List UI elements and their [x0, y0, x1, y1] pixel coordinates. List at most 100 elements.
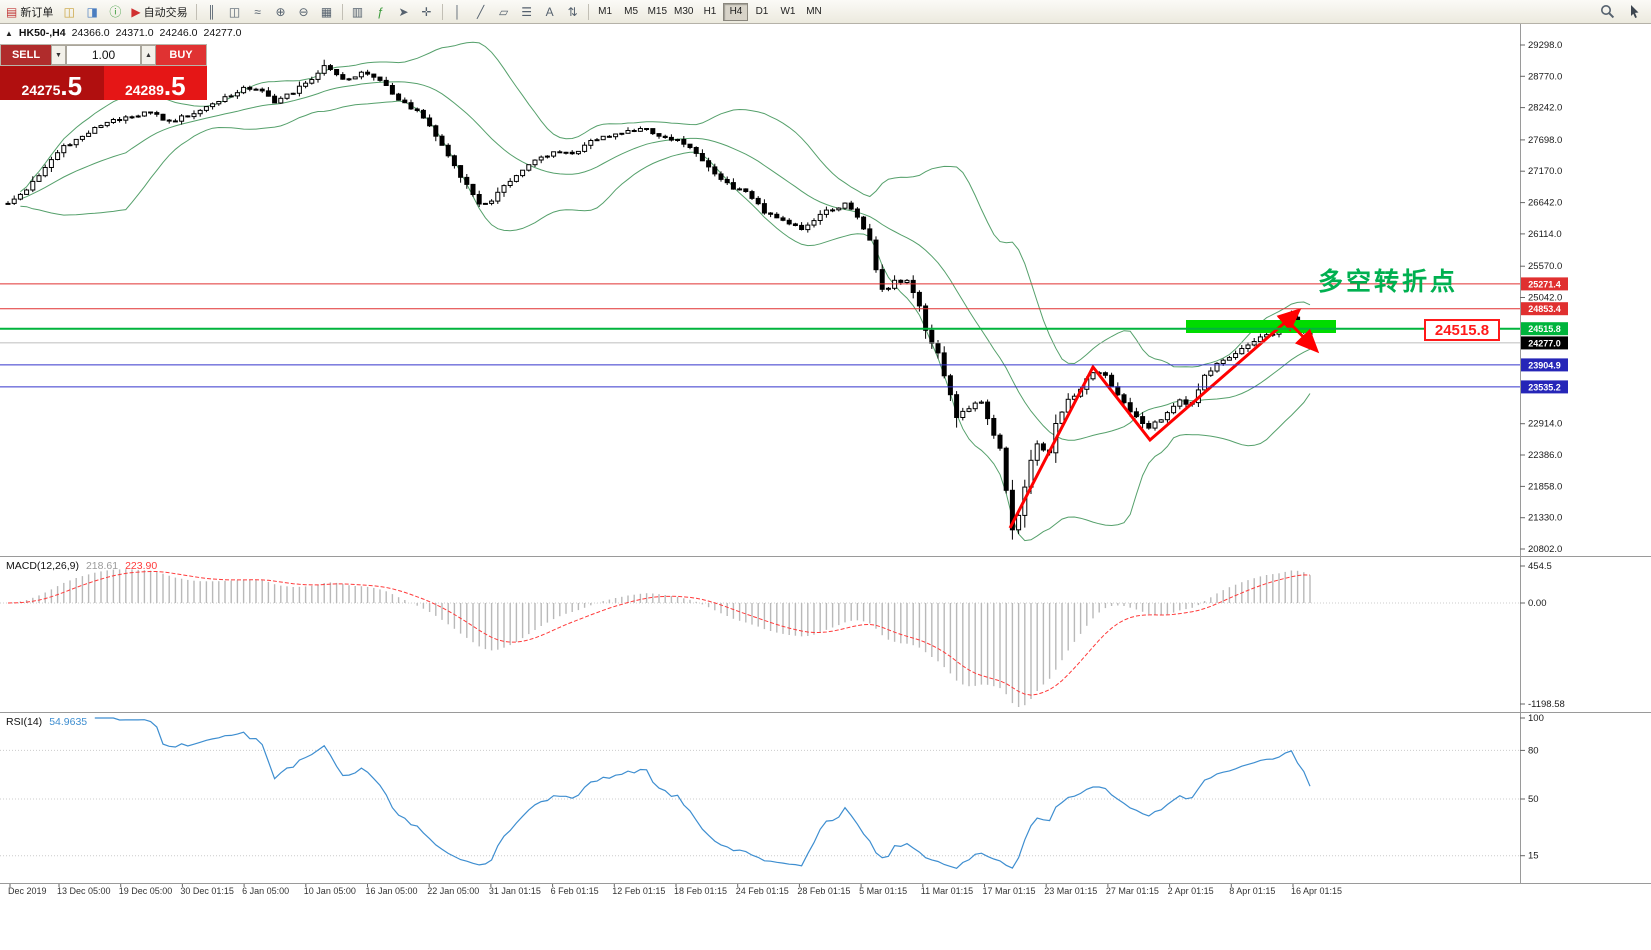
- vertical-line-icon: │: [453, 4, 462, 19]
- svg-text:26114.0: 26114.0: [1528, 229, 1562, 240]
- timeframe-h1-button[interactable]: H1: [697, 3, 722, 21]
- macd-indicator-label: MACD(12,26,9) 218.61 223.90: [6, 560, 157, 572]
- svg-text:454.5: 454.5: [1528, 561, 1552, 572]
- svg-text:6 Jan 05:00: 6 Jan 05:00: [242, 886, 289, 896]
- timeframe-toolbar: M1 M5 M15 M30 H1 H4 D1 W1 MN: [593, 2, 827, 21]
- svg-text:6 Feb 01:15: 6 Feb 01:15: [551, 886, 599, 896]
- sell-price-pips: .5: [60, 70, 83, 101]
- new-order-label: 新订单: [20, 6, 54, 19]
- rsi-indicator-label: RSI(14) 54.9635: [6, 716, 87, 728]
- trendline-button[interactable]: ╱: [470, 2, 492, 22]
- svg-text:22914.0: 22914.0: [1528, 419, 1562, 430]
- bar-chart-icon: ║: [207, 4, 216, 19]
- svg-text:Dec 2019: Dec 2019: [8, 886, 47, 896]
- timeframe-w1-button[interactable]: W1: [775, 3, 800, 21]
- timeframe-h4-button[interactable]: H4: [723, 2, 749, 21]
- chart-window-button[interactable]: ◫: [58, 2, 80, 22]
- collapse-panel-icon[interactable]: ▲: [5, 28, 13, 38]
- bar-chart-button[interactable]: ║: [201, 2, 223, 22]
- macd-name: MACD(12,26,9): [6, 560, 79, 572]
- text-label-button[interactable]: A: [539, 2, 561, 22]
- svg-text:80: 80: [1528, 745, 1539, 756]
- svg-text:31 Jan 01:15: 31 Jan 01:15: [489, 886, 541, 896]
- svg-text:-1198.58: -1198.58: [1528, 699, 1565, 710]
- text-label-icon: A: [545, 4, 554, 19]
- svg-text:27698.0: 27698.0: [1528, 135, 1562, 146]
- indicators-button[interactable]: ƒ: [370, 2, 392, 22]
- toolbar-right: [1596, 2, 1649, 22]
- data-window-button[interactable]: ⓘ: [104, 2, 126, 22]
- pointer-button[interactable]: [1623, 2, 1645, 22]
- crosshair-button[interactable]: ✛: [416, 2, 438, 22]
- fibonacci-button[interactable]: ☰: [516, 2, 538, 22]
- timeframe-m1-button[interactable]: M1: [593, 3, 618, 21]
- svg-text:19 Dec 05:00: 19 Dec 05:00: [119, 886, 173, 896]
- buy-button[interactable]: BUY: [156, 45, 206, 65]
- timeframe-d1-button[interactable]: D1: [749, 3, 774, 21]
- volume-input[interactable]: [66, 45, 141, 65]
- ohlc-high: 24371.0: [115, 27, 154, 39]
- buy-price-pips: .5: [163, 70, 186, 101]
- svg-text:28770.0: 28770.0: [1528, 71, 1562, 82]
- sell-price-button[interactable]: 24275.5: [0, 66, 104, 100]
- volume-down-button[interactable]: ▼: [51, 45, 66, 65]
- price-callout-box[interactable]: 24515.8: [1424, 319, 1500, 341]
- new-chart-button[interactable]: ▥: [347, 2, 369, 22]
- sep3: [441, 3, 443, 20]
- zoom-out-button[interactable]: ⊖: [293, 2, 315, 22]
- svg-text:25271.4: 25271.4: [1528, 279, 1561, 289]
- candlestick-chart-button[interactable]: ◫: [224, 2, 246, 22]
- timeframe-m15-button[interactable]: M15: [645, 3, 670, 21]
- cursor-icon: ➤: [398, 4, 409, 19]
- auto-trading-button[interactable]: ▶ 自动交易: [127, 2, 191, 22]
- svg-text:50: 50: [1528, 794, 1539, 805]
- svg-text:26642.0: 26642.0: [1528, 198, 1562, 209]
- arrows-tool-button[interactable]: ⇅: [562, 2, 584, 22]
- svg-text:16 Apr 01:15: 16 Apr 01:15: [1291, 886, 1342, 896]
- svg-text:28242.0: 28242.0: [1528, 103, 1562, 114]
- ohlc-open: 24366.0: [71, 27, 110, 39]
- svg-text:23535.2: 23535.2: [1528, 382, 1561, 392]
- svg-text:23 Mar 01:15: 23 Mar 01:15: [1044, 886, 1097, 896]
- arrows-tool-icon: ⇅: [567, 4, 578, 19]
- svg-text:27170.0: 27170.0: [1528, 166, 1562, 177]
- trade-controls-row: SELL ▼ ▲ BUY: [0, 44, 207, 66]
- timeframe-m30-button[interactable]: M30: [671, 3, 696, 21]
- trendline-icon: ╱: [476, 4, 485, 19]
- new-order-icon: ▤: [6, 4, 18, 19]
- ohlc-low: 24246.0: [159, 27, 198, 39]
- svg-text:11 Mar 01:15: 11 Mar 01:15: [921, 886, 973, 896]
- svg-text:24 Feb 01:15: 24 Feb 01:15: [736, 886, 789, 896]
- vertical-line-button[interactable]: │: [447, 2, 469, 22]
- line-chart-icon: ≈: [254, 4, 261, 19]
- svg-text:8 Apr 01:15: 8 Apr 01:15: [1229, 886, 1275, 896]
- sell-button[interactable]: SELL: [1, 45, 51, 65]
- volume-up-button[interactable]: ▲: [141, 45, 156, 65]
- tile-windows-button[interactable]: ▦: [316, 2, 338, 22]
- zoom-in-icon: ⊕: [275, 4, 286, 19]
- profiles-button[interactable]: ◨: [81, 2, 103, 22]
- profiles-icon: ◨: [86, 4, 99, 19]
- timeframe-mn-button[interactable]: MN: [801, 3, 826, 21]
- timeframe-m5-button[interactable]: M5: [619, 3, 644, 21]
- svg-text:20802.0: 20802.0: [1528, 544, 1562, 555]
- toolbar: ▤ 新订单 ◫ ◨ ⓘ ▶ 自动交易 ║ ◫ ≈ ⊕ ⊖ ▦ ▥ ƒ ➤ ✛ │ ╱ ▱ ☰ A ⇅ M1 M5 M15 M30 H…: [0, 0, 1651, 24]
- zoom-out-icon: ⊖: [298, 4, 309, 19]
- search-button[interactable]: [1596, 2, 1619, 22]
- svg-text:2 Apr 01:15: 2 Apr 01:15: [1168, 886, 1214, 896]
- zoom-in-button[interactable]: ⊕: [270, 2, 292, 22]
- symbol-timeframe: HK50-,H4: [18, 27, 66, 39]
- buy-price-button[interactable]: 24289.5: [103, 66, 207, 101]
- search-icon: [1601, 5, 1615, 19]
- new-chart-icon: ▥: [351, 4, 364, 19]
- svg-text:16 Jan 05:00: 16 Jan 05:00: [366, 886, 418, 896]
- new-order-button[interactable]: ▤ 新订单: [2, 2, 57, 22]
- data-window-icon: ⓘ: [109, 4, 122, 19]
- line-chart-button[interactable]: ≈: [247, 2, 269, 22]
- chart-text-annotation[interactable]: 多空转折点: [1318, 268, 1459, 296]
- equidistant-channel-button[interactable]: ▱: [493, 2, 515, 22]
- svg-text:22 Jan 05:00: 22 Jan 05:00: [427, 886, 479, 896]
- cursor-button[interactable]: ➤: [393, 2, 415, 22]
